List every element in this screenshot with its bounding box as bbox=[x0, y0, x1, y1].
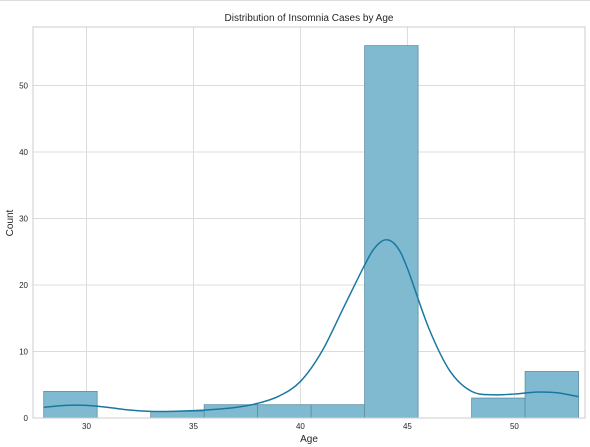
x-axis-label: Age bbox=[300, 434, 318, 445]
y-tick-label-3: 30 bbox=[19, 215, 28, 224]
plot-frame bbox=[32, 26, 586, 419]
grid bbox=[33, 27, 585, 419]
histogram-bar-2 bbox=[150, 410, 205, 419]
histogram-bar-6 bbox=[364, 45, 419, 419]
x-tick-label-2: 40 bbox=[296, 422, 305, 431]
kde-curve bbox=[43, 239, 579, 413]
top-divider bbox=[0, 0, 590, 1]
histogram-bars bbox=[43, 45, 579, 419]
x-tick-label-3: 45 bbox=[403, 422, 412, 431]
tick-labels: 30 35 40 45 50 0 10 20 30 40 50 bbox=[19, 82, 519, 431]
x-tick-label-4: 50 bbox=[510, 422, 519, 431]
x-tick-label-1: 35 bbox=[189, 422, 198, 431]
y-axis-label: Count bbox=[5, 209, 16, 236]
x-tick-label-0: 30 bbox=[82, 422, 91, 431]
y-tick-label-1: 10 bbox=[19, 348, 28, 357]
histogram-bar-5 bbox=[310, 404, 366, 419]
kde-line bbox=[43, 239, 579, 413]
histogram-bar-4 bbox=[257, 404, 312, 419]
y-tick-label-2: 20 bbox=[19, 281, 28, 290]
y-tick-label-4: 40 bbox=[19, 148, 28, 157]
chart-title: Distribution of Insomnia Cases by Age bbox=[225, 13, 394, 24]
y-tick-label-5: 50 bbox=[19, 82, 28, 91]
histogram-bar-8 bbox=[471, 397, 526, 419]
y-tick-label-0: 0 bbox=[24, 414, 29, 423]
histogram-bar-3 bbox=[203, 404, 259, 419]
